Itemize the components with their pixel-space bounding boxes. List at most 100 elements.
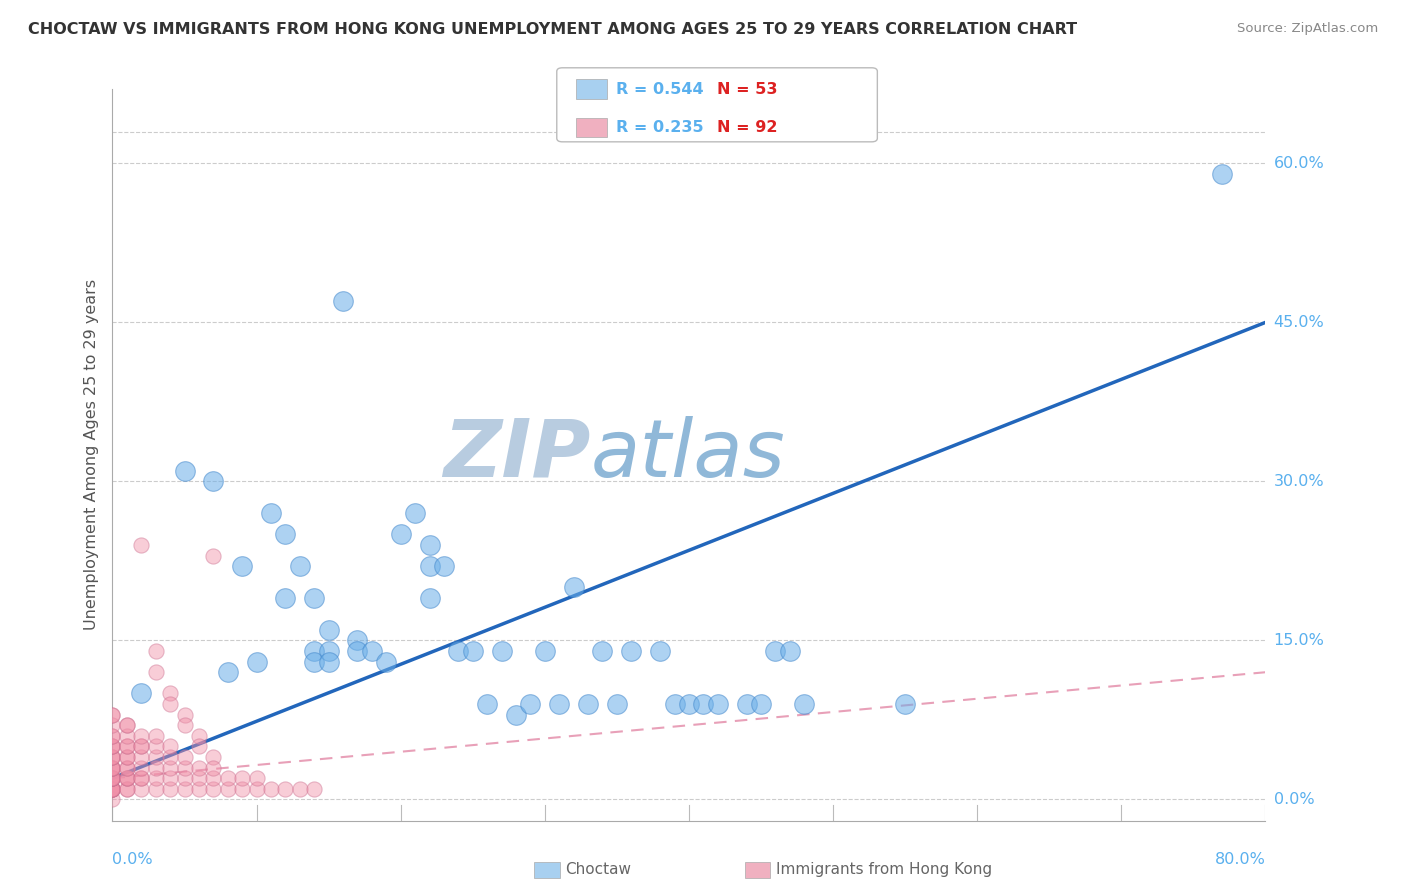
Point: [145, 739, 167, 754]
Point: [115, 750, 138, 764]
Point: [274, 591, 297, 605]
Point: [692, 697, 714, 711]
Point: [419, 538, 441, 552]
Point: [101, 729, 124, 743]
Point: [101, 771, 124, 785]
Point: [765, 644, 787, 658]
Point: [202, 549, 225, 563]
Point: [188, 771, 211, 785]
Point: [375, 655, 398, 669]
Point: [101, 771, 124, 785]
Point: [202, 781, 225, 796]
Point: [246, 771, 269, 785]
Point: [101, 781, 124, 796]
Point: [101, 750, 124, 764]
Point: [129, 750, 153, 764]
Text: Source: ZipAtlas.com: Source: ZipAtlas.com: [1237, 22, 1378, 36]
Text: 15.0%: 15.0%: [1274, 633, 1324, 648]
Point: [101, 761, 124, 775]
Point: [332, 294, 354, 309]
Point: [101, 771, 124, 785]
Point: [318, 655, 340, 669]
Point: [505, 707, 527, 722]
Point: [101, 761, 124, 775]
Point: [304, 644, 326, 658]
Point: [173, 750, 195, 764]
Point: [678, 697, 700, 711]
Point: [576, 697, 599, 711]
Point: [304, 781, 326, 796]
Text: Immigrants from Hong Kong: Immigrants from Hong Kong: [776, 863, 993, 877]
Point: [159, 686, 181, 700]
Point: [793, 697, 815, 711]
Point: [246, 655, 269, 669]
Point: [159, 761, 181, 775]
Point: [173, 771, 195, 785]
Point: [202, 771, 225, 785]
Text: CHOCTAW VS IMMIGRANTS FROM HONG KONG UNEMPLOYMENT AMONG AGES 25 TO 29 YEARS CORR: CHOCTAW VS IMMIGRANTS FROM HONG KONG UNE…: [28, 22, 1077, 37]
Point: [101, 750, 124, 764]
Text: 60.0%: 60.0%: [1274, 156, 1324, 171]
Point: [231, 771, 253, 785]
Point: [288, 781, 311, 796]
Point: [288, 559, 311, 574]
Point: [202, 761, 225, 775]
Point: [101, 761, 124, 775]
Point: [115, 771, 138, 785]
Point: [217, 771, 239, 785]
Point: [101, 781, 124, 796]
Point: [159, 739, 181, 754]
Point: [101, 781, 124, 796]
Point: [115, 761, 138, 775]
Point: [129, 781, 153, 796]
Point: [129, 771, 153, 785]
Point: [491, 644, 513, 658]
Text: N = 92: N = 92: [717, 120, 778, 135]
Point: [145, 750, 167, 764]
Point: [115, 729, 138, 743]
Point: [115, 771, 138, 785]
Point: [101, 718, 124, 732]
Point: [173, 781, 195, 796]
Point: [519, 697, 541, 711]
Point: [115, 761, 138, 775]
Point: [346, 633, 368, 648]
Text: ZIP: ZIP: [443, 416, 591, 494]
Point: [650, 644, 672, 658]
Point: [159, 697, 181, 711]
Point: [188, 781, 211, 796]
Text: 30.0%: 30.0%: [1274, 474, 1324, 489]
Point: [173, 464, 195, 478]
Point: [620, 644, 643, 658]
Point: [145, 761, 167, 775]
Point: [318, 644, 340, 658]
Point: [274, 527, 297, 541]
Point: [534, 644, 557, 658]
Point: [115, 739, 138, 754]
Point: [129, 771, 153, 785]
Point: [115, 750, 138, 764]
Point: [115, 718, 138, 732]
Point: [318, 623, 340, 637]
Point: [101, 739, 124, 754]
Point: [202, 750, 225, 764]
Point: [115, 771, 138, 785]
Point: [173, 718, 195, 732]
Point: [145, 665, 167, 680]
Point: [419, 591, 441, 605]
Point: [145, 729, 167, 743]
Point: [389, 527, 412, 541]
Point: [115, 739, 138, 754]
Text: 0.0%: 0.0%: [112, 853, 153, 867]
Point: [101, 781, 124, 796]
Point: [260, 506, 283, 520]
Y-axis label: Unemployment Among Ages 25 to 29 years: Unemployment Among Ages 25 to 29 years: [83, 279, 98, 631]
Point: [592, 644, 614, 658]
Point: [461, 644, 484, 658]
Point: [129, 686, 153, 700]
Point: [129, 729, 153, 743]
Point: [894, 697, 917, 711]
Text: atlas: atlas: [591, 416, 786, 494]
Point: [101, 771, 124, 785]
Point: [246, 781, 269, 796]
